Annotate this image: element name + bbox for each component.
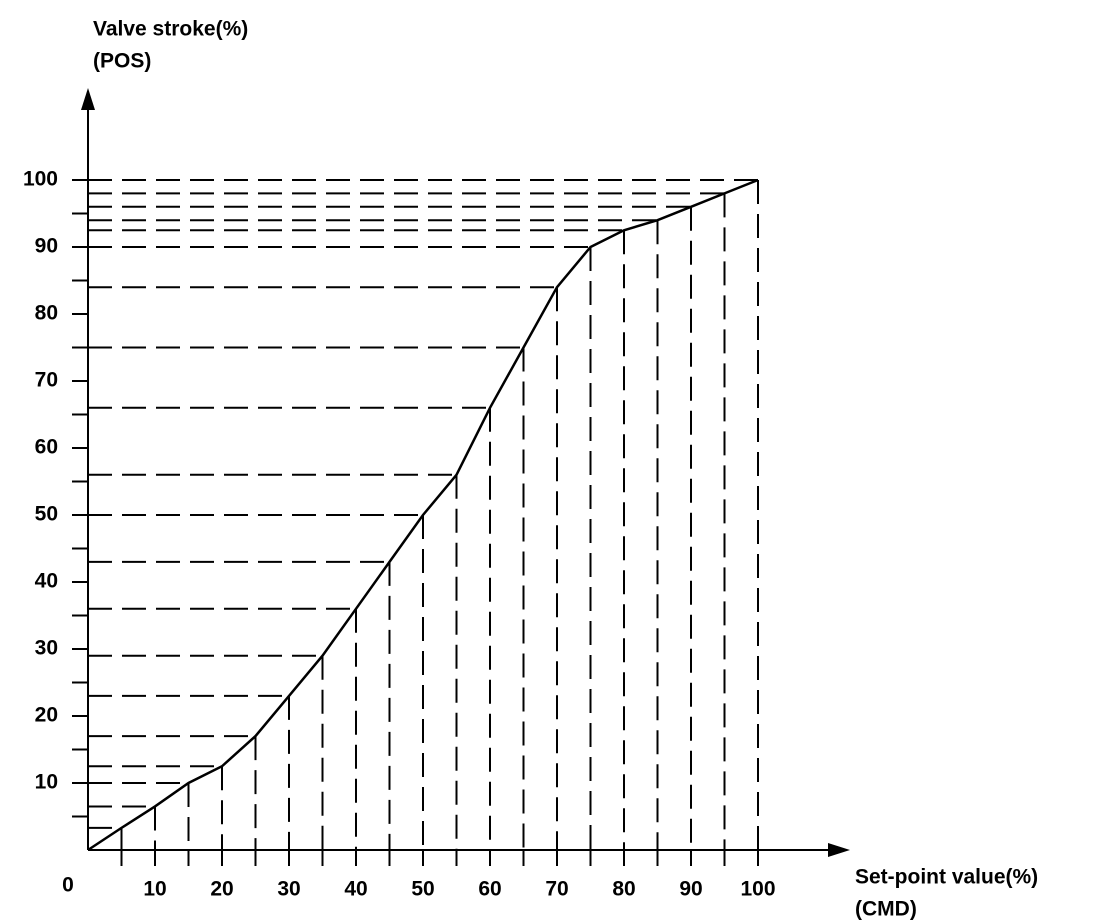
x-axis-label-sub: (CMD) [855, 898, 917, 921]
y-tick-label: 100 [23, 168, 58, 191]
x-axis-arrow [828, 843, 850, 857]
x-tick-label: 60 [478, 878, 501, 901]
x-axis-label: Set-point value(%) [855, 866, 1038, 889]
x-tick-label: 70 [545, 878, 568, 901]
x-tick-label: 50 [411, 878, 434, 901]
data-line [87, 178, 759, 852]
y-tick-label: 70 [35, 369, 58, 392]
y-tick-label: 80 [35, 302, 58, 325]
y-tick-label: 40 [35, 570, 58, 593]
y-tick-label: 90 [35, 235, 58, 258]
y-tick-label: 20 [35, 704, 58, 727]
x-tick-label: 100 [740, 878, 775, 901]
y-tick-label: 30 [35, 637, 58, 660]
y-tick-label: 60 [35, 436, 58, 459]
x-tick-label: 30 [277, 878, 300, 901]
y-axis-label-sub: (POS) [93, 50, 151, 73]
y-axis-arrow [81, 88, 95, 110]
x-tick-label: 80 [612, 878, 635, 901]
x-tick-label: 90 [679, 878, 702, 901]
x-tick-label: 0 [62, 874, 74, 897]
y-tick-label: 10 [35, 771, 58, 794]
x-tick-label: 40 [344, 878, 367, 901]
x-tick-label: 10 [143, 878, 166, 901]
y-axis-label: Valve stroke(%) [93, 18, 248, 41]
y-tick-label: 50 [35, 503, 58, 526]
x-tick-label: 20 [210, 878, 233, 901]
